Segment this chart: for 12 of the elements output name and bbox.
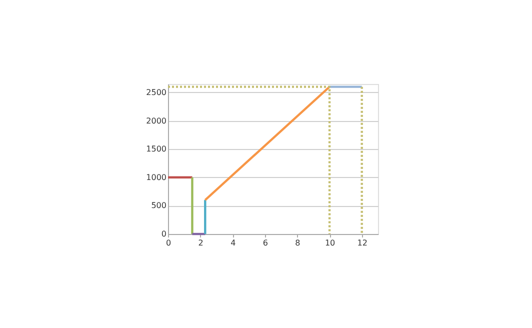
x-tick-label: 8 <box>295 238 300 248</box>
y-tick-label: 1500 <box>146 144 166 154</box>
x-tick-label: 6 <box>262 238 268 248</box>
x-tick-label: 4 <box>230 238 236 248</box>
x-tick-label: 2 <box>198 238 204 248</box>
x-tick-label: 12 <box>357 238 368 248</box>
y-tick-label: 0 <box>161 230 166 238</box>
y-tick-label: 500 <box>151 201 166 210</box>
y-tick-label: 1000 <box>146 172 166 182</box>
x-tick-label: 10 <box>324 238 336 248</box>
y-tick-label: 2000 <box>146 116 166 126</box>
y-tick-label: 2500 <box>146 88 166 97</box>
